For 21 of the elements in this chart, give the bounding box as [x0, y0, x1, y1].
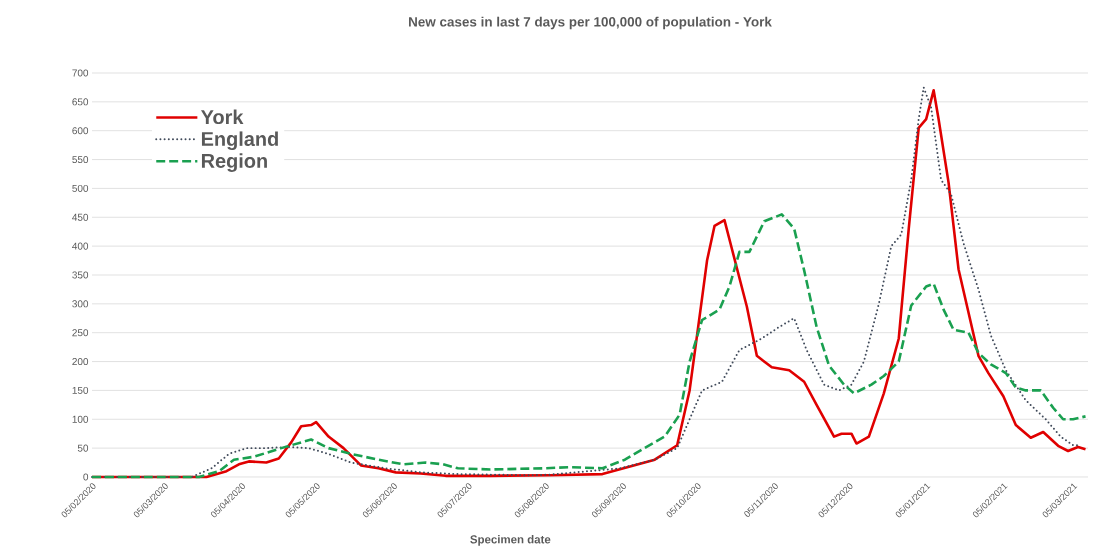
- y-tick-label: 400: [72, 242, 89, 250]
- y-tick-label: 150: [72, 386, 89, 394]
- y-tick-label: 50: [77, 444, 89, 452]
- x-axis-title: Specimen date: [470, 535, 551, 546]
- y-tick-label: 0: [83, 473, 89, 481]
- line-series: [90, 213, 1087, 479]
- y-tick-label: 250: [72, 329, 89, 337]
- y-tick-label: 300: [72, 300, 89, 308]
- y-tick-label: 200: [72, 358, 89, 366]
- legend-label: York: [200, 109, 244, 125]
- chart-title: New cases in last 7 days per 100,000 of population - York: [409, 16, 772, 30]
- y-tick-label: 350: [72, 271, 89, 279]
- legend-label: Region: [201, 153, 267, 172]
- y-tick-label: 650: [72, 98, 89, 106]
- y-tick-label: 600: [72, 127, 89, 135]
- y-tick-label: 450: [72, 213, 89, 221]
- y-tick-label: 550: [72, 156, 89, 164]
- y-tick-label: 500: [72, 184, 89, 192]
- legend-label: England: [201, 131, 278, 151]
- y-tick-label: 100: [72, 415, 89, 423]
- y-tick-label: 700: [72, 69, 89, 77]
